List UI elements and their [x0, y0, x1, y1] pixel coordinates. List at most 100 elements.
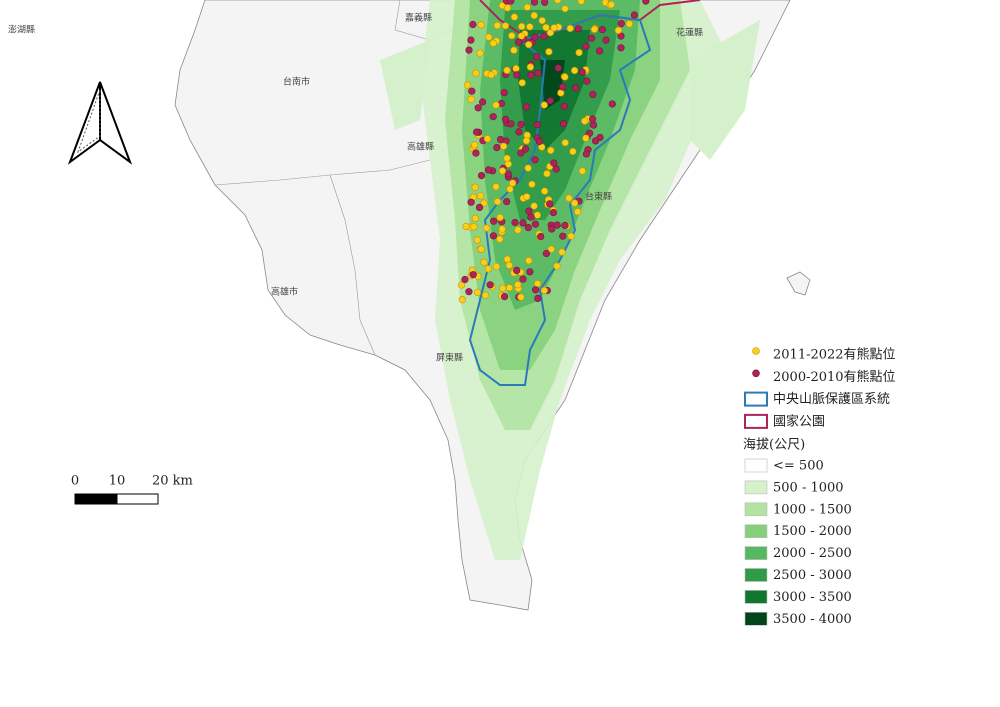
bear-point — [558, 248, 566, 256]
bear-point — [504, 170, 512, 178]
bear-point — [484, 265, 492, 273]
bear-point — [570, 199, 579, 207]
bear-point — [542, 23, 550, 32]
bear-point — [547, 146, 555, 154]
bear-point — [548, 225, 556, 233]
bear-point — [463, 81, 472, 89]
bear-point — [471, 141, 479, 149]
elevation-zone — [540, 60, 565, 110]
bear-point — [533, 280, 542, 288]
legend-label: <= 500 — [773, 459, 824, 474]
bear-point — [458, 296, 466, 304]
bear-point — [485, 33, 493, 41]
bear-point — [531, 156, 539, 164]
bear-point — [496, 213, 504, 222]
bear-point — [533, 121, 541, 129]
legend-label: 1500 - 2000 — [773, 524, 852, 539]
bear-point — [479, 98, 487, 106]
legend-swatch — [744, 568, 768, 582]
scale-label: 20 km — [152, 474, 193, 489]
bear-point — [575, 48, 583, 57]
bear-point — [507, 0, 515, 5]
bear-point — [471, 183, 479, 191]
bear-point — [549, 209, 558, 217]
bear-point — [531, 220, 540, 228]
legend-label: 3000 - 3500 — [773, 590, 852, 605]
bear-point — [477, 192, 485, 200]
bear-point — [514, 38, 523, 46]
bear-point — [503, 198, 511, 206]
bear-point — [499, 284, 507, 292]
bear-point — [474, 288, 482, 297]
bear-point — [503, 66, 511, 74]
bear-point — [505, 261, 513, 269]
bear-point — [476, 49, 484, 57]
bear-point — [598, 26, 607, 34]
bear-point — [500, 89, 508, 97]
bear-point — [480, 199, 488, 207]
bear-point — [533, 211, 542, 219]
bear-point — [582, 150, 591, 158]
bear-point — [528, 180, 536, 188]
bear-point — [522, 103, 531, 111]
bear-point — [524, 224, 532, 232]
bear-point — [493, 198, 502, 206]
bear-point — [552, 165, 560, 173]
bear-point — [501, 22, 510, 30]
bear-point — [498, 225, 506, 233]
bear-point — [534, 69, 542, 77]
bear-point — [467, 95, 475, 103]
bear-point — [489, 39, 497, 47]
bear-point — [537, 233, 545, 241]
place-label: 高雄市 — [271, 286, 298, 298]
bear-point — [570, 66, 579, 75]
bear-point — [508, 32, 516, 40]
bear-point — [545, 48, 553, 56]
legend-label: 2000-2010有熊點位 — [773, 369, 896, 385]
bear-point — [469, 271, 477, 279]
island — [786, 271, 811, 296]
bear-point — [577, 0, 585, 5]
bear-point — [595, 47, 604, 55]
bear-point — [530, 11, 538, 20]
bear-point — [472, 149, 480, 157]
bear-point — [559, 83, 567, 91]
bear-point — [561, 73, 569, 81]
bear-point — [517, 32, 526, 40]
bear-point — [589, 90, 597, 98]
bear-point — [524, 164, 532, 172]
bear-point — [474, 104, 482, 112]
bear-point — [561, 221, 569, 230]
bear-point — [513, 71, 521, 79]
bear-point — [540, 101, 548, 109]
bear-point — [574, 208, 582, 216]
bear-point — [489, 113, 497, 121]
scale-label: 0 — [71, 474, 79, 489]
bear-point — [530, 0, 539, 6]
bear-point — [473, 236, 481, 244]
legend-swatch — [744, 590, 768, 604]
scale-label: 10 — [109, 474, 126, 489]
bear-point — [532, 53, 541, 61]
place-label: 花蓮縣 — [676, 27, 703, 39]
bear-point — [484, 166, 493, 174]
bear-point — [614, 26, 623, 35]
bear-point — [468, 87, 476, 95]
bear-point — [503, 4, 512, 12]
bear-point — [542, 249, 551, 258]
legend-label: 2000 - 2500 — [773, 546, 852, 561]
bear-point — [530, 202, 538, 210]
bear-point — [492, 183, 500, 191]
bear-point — [554, 0, 562, 4]
bear-point — [585, 129, 594, 137]
bear-point — [498, 167, 507, 175]
bear-point — [477, 245, 485, 253]
bear-point — [546, 29, 555, 37]
bear-point — [517, 120, 525, 128]
legend-symbol — [744, 391, 768, 407]
bear-point — [503, 154, 511, 162]
legend-label: 國家公園 — [773, 413, 825, 429]
bear-point — [493, 144, 501, 152]
bear-point — [518, 22, 526, 31]
